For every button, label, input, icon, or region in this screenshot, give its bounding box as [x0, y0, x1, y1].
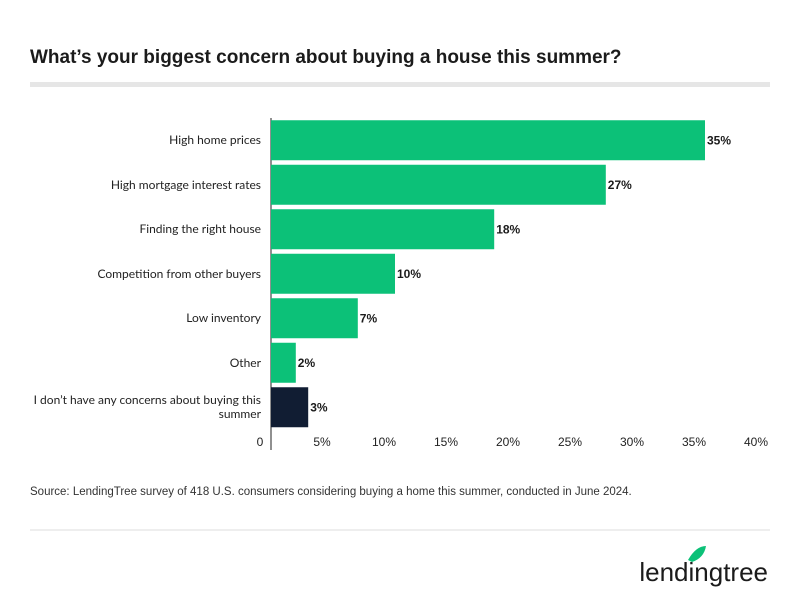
logo-leaf [688, 546, 706, 562]
y-tick-label: I don’t have any concerns about buying t… [33, 392, 261, 422]
y-tick-label: High mortgage interest rates [110, 176, 261, 192]
value-label: 18% [496, 222, 520, 236]
x-tick-label: 5% [313, 435, 331, 449]
bar [271, 387, 309, 428]
y-tick-label: Finding the right house [139, 221, 261, 237]
x-tick-label: 25% [558, 435, 582, 449]
logo: lendingtree [639, 557, 768, 587]
value-label: 2% [298, 356, 316, 370]
source-note: Source: LendingTree survey of 418 U.S. c… [30, 486, 632, 498]
y-tick-label: Competition from other buyers [97, 265, 261, 281]
bar [271, 120, 705, 161]
bar [271, 209, 495, 250]
x-tick-label: 10% [372, 435, 396, 449]
bar [271, 253, 395, 294]
bar [271, 342, 296, 383]
x-tick-label: 30% [620, 435, 644, 449]
value-label: 3% [310, 400, 328, 414]
y-tick-label: Low inventory [186, 310, 261, 326]
x-tick-label: 0 [257, 435, 264, 449]
value-label: 27% [608, 178, 632, 192]
value-label: 10% [397, 267, 421, 281]
title-rule [30, 82, 770, 87]
x-tick-label: 35% [682, 435, 706, 449]
x-tick-label: 15% [434, 435, 458, 449]
value-label: 35% [707, 133, 731, 147]
bar [271, 164, 606, 205]
chart-title: What’s your biggest concern about buying… [30, 47, 622, 68]
bar [271, 298, 358, 339]
x-tick-label: 20% [496, 435, 520, 449]
y-tick-label: Other [229, 354, 261, 370]
x-tick-label: 40% [744, 435, 768, 449]
y-tick-label: High home prices [169, 132, 261, 148]
value-label: 7% [360, 311, 378, 325]
